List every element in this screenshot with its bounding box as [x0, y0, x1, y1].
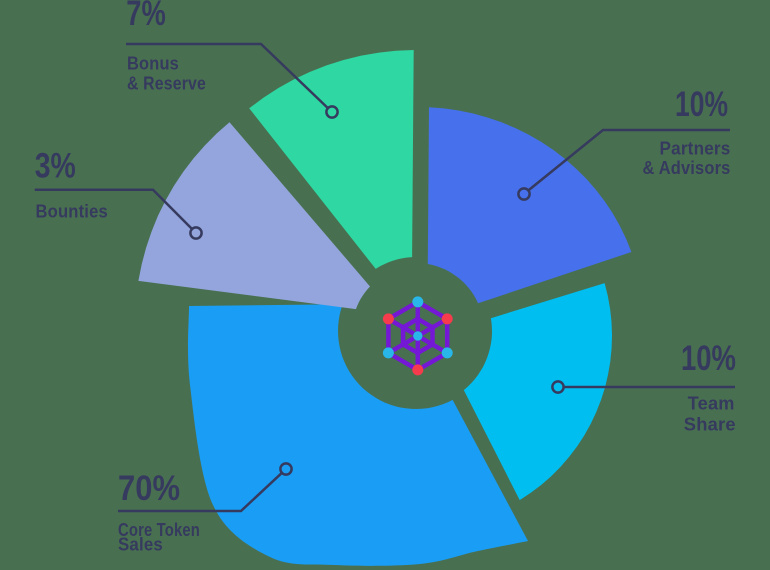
svg-text:7%: 7%: [126, 0, 166, 33]
svg-text:Sales: Sales: [118, 535, 163, 555]
svg-text:3%: 3%: [35, 147, 76, 186]
svg-text:Share: Share: [684, 415, 736, 435]
svg-text:Partners: Partners: [660, 139, 731, 159]
svg-text:10%: 10%: [675, 85, 728, 124]
svg-text:& Advisors: & Advisors: [643, 158, 731, 178]
svg-text:70%: 70%: [118, 469, 180, 508]
svg-text:Team: Team: [688, 394, 735, 414]
svg-text:10%: 10%: [681, 339, 736, 378]
svg-text:& Reserve: & Reserve: [127, 74, 206, 94]
svg-text:Core Token: Core Token: [118, 520, 200, 540]
svg-text:Bonus: Bonus: [127, 54, 179, 74]
svg-text:Bounties: Bounties: [36, 202, 108, 222]
